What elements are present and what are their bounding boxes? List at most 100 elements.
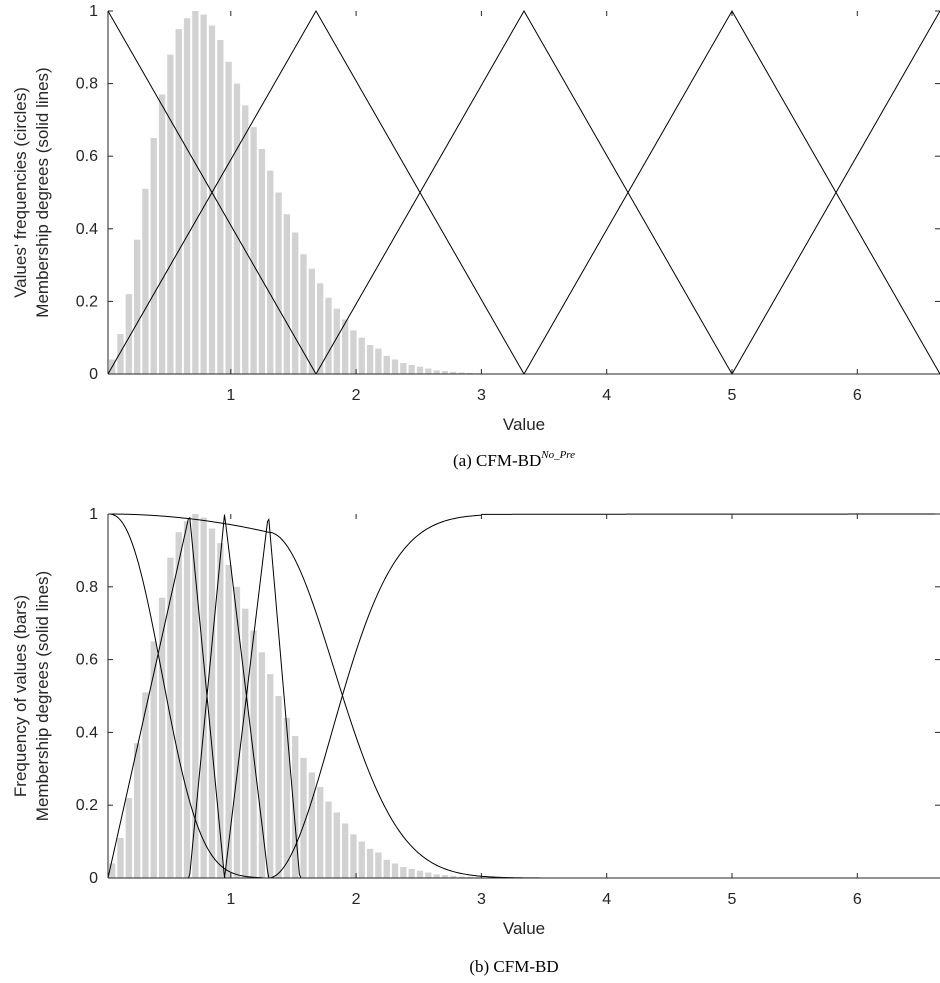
histogram-bar — [217, 543, 224, 878]
histogram-bar — [158, 94, 166, 375]
y-tick-label: 0.4 — [76, 221, 98, 238]
membership-line — [108, 513, 940, 879]
y-ticks: 0 0.2 0.4 0.6 0.8 1 — [76, 506, 940, 887]
histogram-bar — [425, 368, 432, 374]
y-tick-label: 1 — [89, 506, 98, 523]
y-axis-label-line1: Values' frequencies (circles) — [11, 87, 30, 298]
histogram-bar — [408, 364, 415, 374]
membership-line — [107, 517, 940, 879]
y-tick-label: 1 — [89, 3, 98, 20]
histogram-bar — [317, 787, 324, 878]
histogram-bar — [317, 283, 324, 374]
histogram-bar — [150, 138, 157, 374]
histogram-bar — [133, 239, 141, 374]
histogram-bar — [375, 348, 382, 374]
histogram-bar — [258, 652, 266, 878]
histogram-bar — [125, 797, 132, 878]
histogram-bar — [283, 717, 291, 878]
membership-line — [108, 514, 940, 879]
y-axis-label-line1: Frequency of values (bars) — [11, 595, 30, 797]
histogram-bar — [292, 736, 299, 878]
histogram-bar — [391, 863, 399, 878]
y-axis-label-line2: Membership degrees (solid lines) — [33, 571, 52, 821]
histogram-bar — [433, 874, 440, 878]
histogram-bar — [267, 170, 274, 374]
histogram-bar — [150, 641, 157, 878]
y-tick-label: 0 — [89, 366, 98, 383]
y-tick-label: 0 — [89, 870, 98, 887]
bars-group — [109, 11, 490, 375]
y-tick-label: 0.8 — [76, 579, 98, 596]
histogram-bar — [350, 330, 357, 374]
caption-main: (a) CFM-BD — [453, 451, 541, 470]
membership-line — [108, 9, 940, 375]
histogram-bar — [175, 532, 182, 878]
histogram-bar — [250, 127, 257, 374]
histogram-bar — [242, 608, 249, 878]
membership-line — [108, 517, 940, 879]
histogram-bar — [350, 834, 357, 878]
panel-a: 0 0.2 0.4 0.6 0.8 1 1 2 3 4 5 6 Value Values' frequen… — [11, 3, 940, 470]
x-tick-label: 4 — [602, 387, 611, 404]
membership-line — [108, 9, 940, 375]
histogram-bar — [158, 597, 166, 878]
x-tick-label: 4 — [602, 891, 611, 908]
histogram-bar — [325, 801, 332, 878]
histogram-bar — [408, 868, 415, 878]
histogram-bar — [358, 337, 365, 374]
panel-caption: (a) CFM-BDNo_Pre — [453, 449, 575, 470]
y-tick-label: 0.6 — [76, 652, 98, 669]
histogram-bar — [325, 297, 332, 374]
histogram-bar — [450, 875, 457, 878]
histogram-bar — [208, 528, 216, 878]
x-tick-label: 2 — [352, 387, 361, 404]
histogram-bar — [416, 870, 424, 878]
histogram-bar — [425, 872, 432, 878]
histogram-bar — [109, 863, 116, 878]
histogram-bar — [292, 232, 299, 374]
histogram-bar — [341, 319, 349, 374]
histogram-bar — [466, 372, 474, 374]
histogram-bar — [441, 875, 449, 878]
x-tick-label: 3 — [477, 387, 486, 404]
bars-group — [109, 514, 490, 878]
panel-b: 0 0.2 0.4 0.6 0.8 1 1 2 3 4 5 6 Value Frequency of va… — [11, 506, 940, 976]
histogram-bar — [300, 254, 307, 374]
histogram-bar — [142, 188, 149, 374]
histogram-bar — [383, 355, 390, 374]
histogram-bar — [192, 514, 199, 878]
histogram-bar — [192, 11, 199, 374]
y-tick-label: 0.6 — [76, 148, 98, 165]
histogram-bar — [383, 859, 390, 878]
histogram-bar — [416, 366, 424, 374]
histogram-bar — [283, 214, 291, 374]
histogram-bar — [275, 696, 282, 878]
caption-superscript: No_Pre — [540, 449, 575, 461]
histogram-bar — [258, 148, 266, 374]
histogram-bar — [267, 674, 274, 878]
membership-line — [108, 513, 940, 879]
histogram-bar — [441, 371, 449, 374]
x-tick-label: 1 — [226, 387, 235, 404]
y-axis-label-line2: Membership degrees (solid lines) — [33, 67, 52, 317]
x-tick-label: 6 — [853, 387, 862, 404]
histogram-bar — [466, 876, 474, 878]
x-axis-label: Value — [503, 415, 545, 434]
y-tick-label: 0.8 — [76, 76, 98, 93]
histogram-bar — [458, 372, 465, 374]
x-tick-label: 2 — [352, 891, 361, 908]
histogram-bar — [142, 692, 149, 878]
histogram-bar — [366, 848, 374, 878]
histogram-bar — [183, 18, 191, 374]
histogram-bar — [433, 370, 440, 374]
histogram-bar — [400, 867, 407, 878]
x-axis-label: Value — [503, 919, 545, 938]
y-tick-label: 0.2 — [76, 797, 98, 814]
histogram-bar — [375, 852, 382, 878]
histogram-bar — [450, 371, 457, 374]
histogram-bar — [391, 359, 399, 374]
histogram-bar — [117, 334, 124, 374]
histogram-bar — [366, 344, 374, 374]
x-tick-label: 3 — [477, 891, 486, 908]
histogram-bar — [208, 25, 216, 375]
